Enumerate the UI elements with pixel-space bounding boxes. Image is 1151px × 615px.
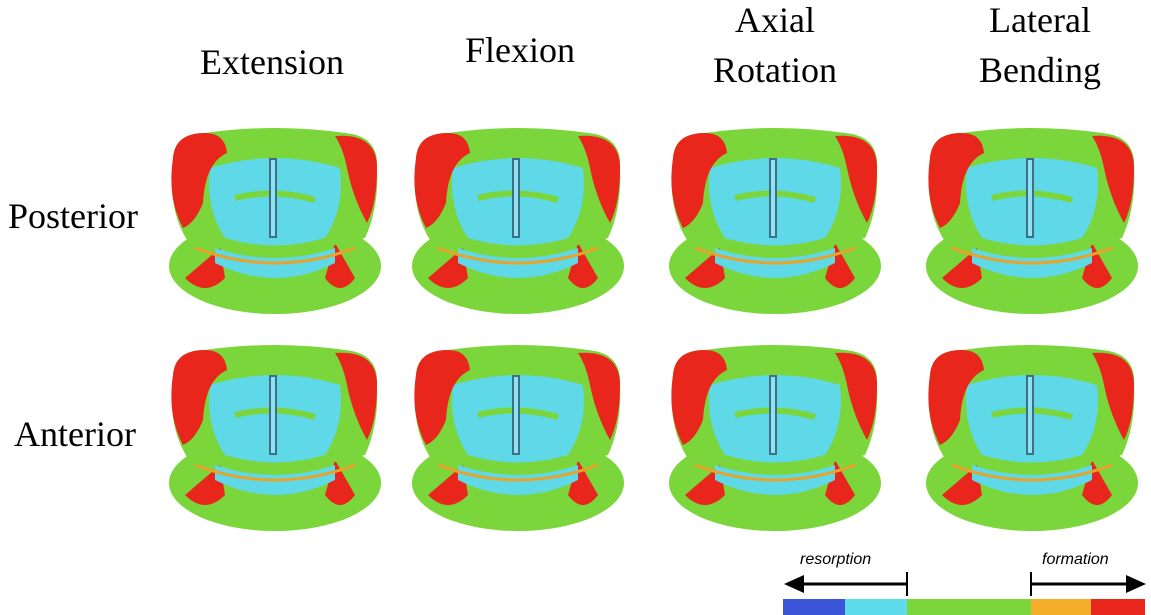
vertebra-rendering (169, 128, 381, 314)
color-legend: resorption formation (783, 551, 1146, 615)
arrow-head (784, 575, 804, 593)
legend-label: formation (1042, 551, 1109, 568)
vertebra-rendering (669, 345, 881, 531)
color-swatch (845, 599, 907, 615)
row-label: Posterior (8, 196, 138, 236)
vertebra-rendering (169, 345, 381, 531)
row-label: Anterior (14, 414, 136, 454)
row-labels: Posterior Anterior (8, 196, 138, 454)
vertebra-rendering (412, 128, 624, 314)
column-header: Axial (735, 0, 815, 40)
color-swatch (1031, 599, 1091, 615)
vertebra-rendering (926, 345, 1138, 531)
color-swatch (1091, 599, 1145, 615)
column-headers: Extension Flexion Axial Rotation Lateral… (200, 0, 1101, 90)
column-header: Rotation (713, 50, 837, 90)
renderings (169, 128, 1138, 531)
vertebra-rendering (926, 128, 1138, 314)
arrow-head (1126, 575, 1146, 593)
vertebra-rendering (669, 128, 881, 314)
vertebra-rendering (412, 345, 624, 531)
column-header: Lateral (989, 0, 1091, 40)
column-header: Flexion (465, 30, 575, 70)
column-header: Bending (979, 50, 1101, 90)
column-header: Extension (200, 42, 344, 82)
figure: Extension Flexion Axial Rotation Lateral… (0, 0, 1151, 615)
color-swatch (907, 599, 1031, 615)
color-swatch (783, 599, 845, 615)
legend-label: resorption (800, 551, 871, 568)
